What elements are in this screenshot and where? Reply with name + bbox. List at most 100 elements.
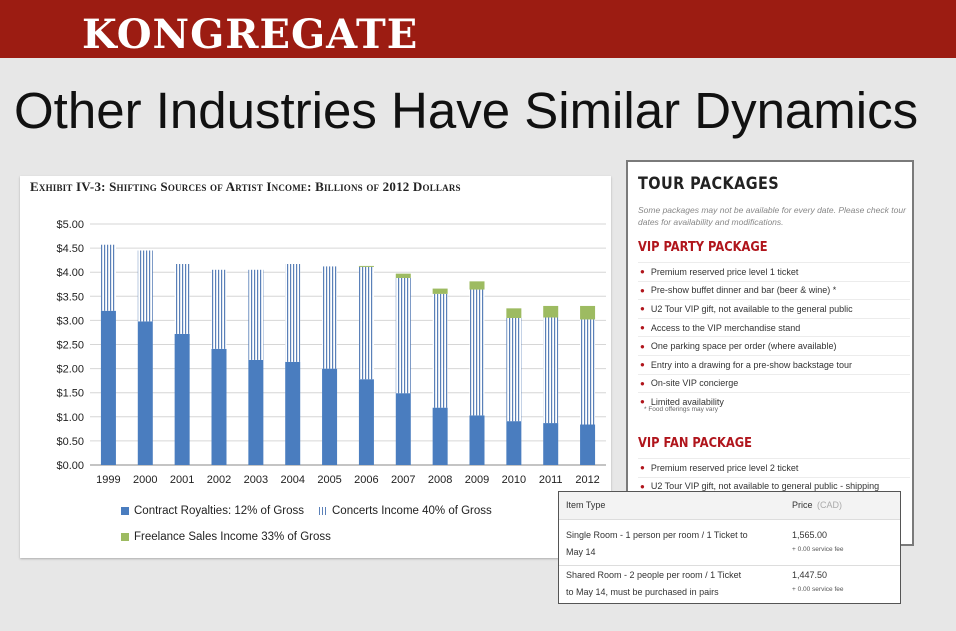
bar-concerts <box>285 264 300 362</box>
list-item: ● One parking space per order (where avai… <box>638 336 910 355</box>
bullet-icon: ● <box>640 379 645 388</box>
bar-freelance <box>470 281 485 289</box>
bar-concerts <box>506 318 521 421</box>
bar-royalties <box>580 425 595 465</box>
vip-party-item-text: Access to the VIP merchandise stand <box>651 323 800 333</box>
bar-royalties <box>433 408 448 465</box>
y-tick-label: $2.00 <box>56 364 84 376</box>
y-tick-label: $3.00 <box>56 315 84 327</box>
bar-concerts <box>359 267 374 379</box>
bullet-icon: ● <box>640 304 645 313</box>
chart-plot: $0.00$0.50$1.00$1.50$2.00$2.50$3.00$3.50… <box>20 176 611 558</box>
x-tick-label: 2006 <box>354 474 378 486</box>
list-item: ● Access to the VIP merchandise stand <box>638 318 910 337</box>
vip-fan-list: ● Premium reserved price level 2 ticket ● U… <box>638 458 910 495</box>
kongregate-logo: KONGREGATE <box>82 14 418 58</box>
list-item: ● Entry into a drawing for a pre-show bac… <box>638 355 910 374</box>
row-single-desc-2: May 14 <box>566 547 596 557</box>
y-tick-label: $1.00 <box>56 412 84 424</box>
bar-concerts <box>175 264 190 334</box>
vip-party-item-text: One parking space per order (where avail… <box>651 341 837 351</box>
row-single-fee: + 0.00 service fee <box>792 546 844 553</box>
bar-royalties <box>396 393 411 465</box>
bar-concerts <box>138 251 153 322</box>
vip-party-item-text: On-site VIP concierge <box>651 378 738 388</box>
bullet-icon: ● <box>640 286 645 295</box>
vip-fan-item-text: U2 Tour VIP gift, not available to gener… <box>651 481 879 491</box>
bar-royalties <box>285 362 300 465</box>
vip-fan-item-text: Premium reserved price level 2 ticket <box>651 463 799 473</box>
list-item: ● Premium reserved price level 1 ticket <box>638 262 910 281</box>
tour-packages-panel: TOUR PACKAGES Some packages may not be a… <box>626 160 914 546</box>
x-tick-label: 2008 <box>428 474 452 486</box>
bar-concerts <box>101 245 116 311</box>
list-item: ● Pre-show buffet dinner and bar (beer & … <box>638 281 910 300</box>
y-tick-label: $4.50 <box>56 243 84 255</box>
bar-concerts <box>580 319 595 424</box>
bar-royalties <box>470 415 485 465</box>
bullet-icon: ● <box>640 323 645 332</box>
row-shared-desc-2: to May 14, must be purchased in pairs <box>566 587 719 597</box>
bar-freelance <box>506 308 521 318</box>
bar-royalties <box>322 369 337 465</box>
y-tick-label: $0.50 <box>56 436 84 448</box>
y-tick-label: $3.50 <box>56 291 84 303</box>
list-item: ● Premium reserved price level 2 ticket <box>638 458 910 477</box>
x-tick-label: 2007 <box>391 474 415 486</box>
x-tick-label: 2001 <box>170 474 194 486</box>
bar-freelance <box>396 274 411 278</box>
vip-party-item-text: Premium reserved price level 1 ticket <box>651 267 799 277</box>
list-item: ● On-site VIP concierge <box>638 374 910 393</box>
bullet-icon: ● <box>640 342 645 351</box>
bullet-icon: ● <box>640 463 645 472</box>
bar-royalties <box>543 423 558 465</box>
bar-royalties <box>101 311 116 465</box>
bullet-icon: ● <box>640 360 645 369</box>
bar-freelance <box>359 266 374 267</box>
vip-party-item-text: Entry into a drawing for a pre-show back… <box>651 360 852 370</box>
bar-royalties <box>175 334 190 465</box>
bar-freelance <box>433 289 448 294</box>
bullet-icon: ● <box>640 267 645 276</box>
vip-party-list: ● Premium reserved price level 1 ticket ● P… <box>638 262 910 411</box>
bar-concerts <box>248 270 263 360</box>
list-item: ● U2 Tour VIP gift, not available to the … <box>638 299 910 318</box>
x-tick-label: 2012 <box>575 474 599 486</box>
header-price: Price <box>792 500 813 510</box>
row-shared-desc-1: Shared Room - 2 people per room / 1 Tick… <box>566 570 741 580</box>
y-tick-label: $4.00 <box>56 267 84 279</box>
price-table-header: Item Type Price (CAD) <box>559 492 900 520</box>
brand-banner: KONGREGATE <box>0 0 956 58</box>
x-tick-label: 1999 <box>96 474 120 486</box>
bar-royalties <box>359 379 374 465</box>
header-currency: (CAD) <box>817 500 842 510</box>
bar-concerts <box>212 270 227 349</box>
row-shared-price: 1,447.50 <box>792 570 827 580</box>
bar-royalties <box>506 421 521 465</box>
artist-income-chart: Exhibit IV-3: Shifting Sources of Artist… <box>20 176 611 558</box>
vip-fan-title: VIP FAN PACKAGE <box>638 436 752 451</box>
x-tick-label: 2002 <box>207 474 231 486</box>
bullet-icon: ● <box>640 482 645 491</box>
header-item-type: Item Type <box>566 500 605 510</box>
row-shared-fee: + 0.00 service fee <box>792 586 844 593</box>
x-tick-label: 2000 <box>133 474 157 486</box>
x-tick-label: 2010 <box>502 474 526 486</box>
y-tick-label: $1.50 <box>56 388 84 400</box>
row-single-desc-1: Single Room - 1 person per room / 1 Tick… <box>566 530 748 540</box>
y-tick-label: $2.50 <box>56 340 84 352</box>
bar-freelance <box>580 306 595 319</box>
x-tick-label: 2011 <box>539 474 563 486</box>
tour-packages-note: Some packages may not be available for e… <box>638 204 908 228</box>
tour-packages-title: TOUR PACKAGES <box>638 174 779 194</box>
bar-royalties <box>138 321 153 465</box>
food-footnote: * Food offerings may vary <box>644 406 718 413</box>
vip-party-item-text: Pre-show buffet dinner and bar (beer & w… <box>651 285 836 295</box>
slide-title: Other Industries Have Similar Dynamics <box>14 82 918 140</box>
x-tick-label: 2004 <box>280 474 304 486</box>
x-tick-label: 2003 <box>244 474 268 486</box>
bar-concerts <box>433 294 448 408</box>
bar-concerts <box>470 290 485 416</box>
vip-party-item-text: U2 Tour VIP gift, not available to the g… <box>651 304 853 314</box>
bar-freelance <box>543 306 558 318</box>
